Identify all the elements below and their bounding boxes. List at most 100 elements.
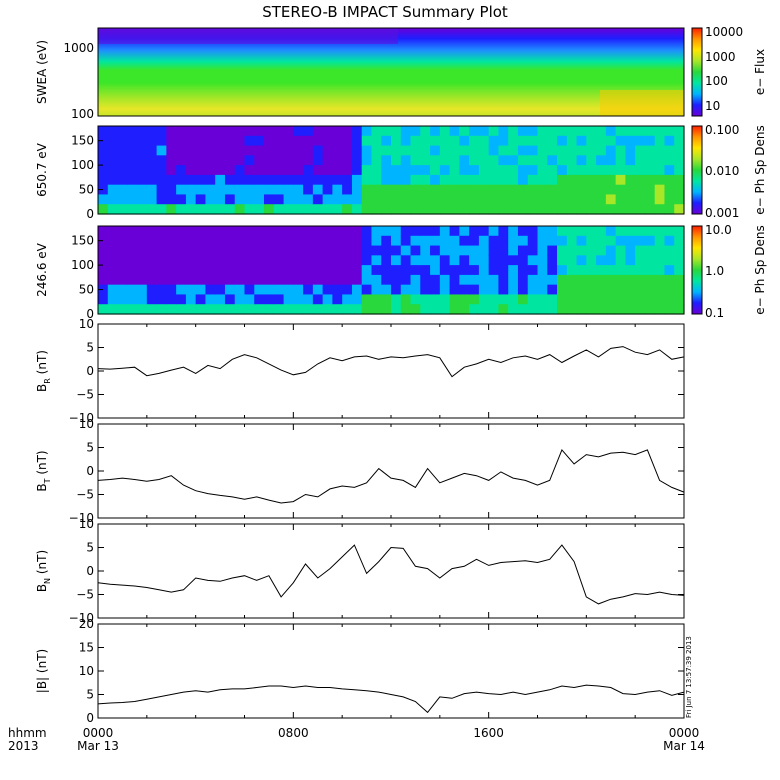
heatmap-cell — [478, 294, 490, 305]
heatmap-cell — [303, 294, 314, 305]
heatmap-cell — [146, 145, 158, 156]
heatmap-cell — [156, 135, 167, 147]
heatmap-cell — [625, 226, 636, 237]
heatmap-cell — [576, 174, 587, 186]
heatmap-cell — [644, 174, 656, 186]
heatmap-cell — [596, 304, 607, 315]
heatmap-cell — [381, 204, 392, 215]
heatmap-cell — [557, 135, 568, 147]
heatmap-cell — [557, 145, 568, 156]
heatmap-cell — [98, 135, 109, 147]
heatmap-cell — [332, 126, 343, 137]
br-panel-ytick: 5 — [86, 341, 94, 355]
heatmap-cell — [244, 126, 255, 137]
bn-panel-ytick: −10 — [69, 611, 94, 625]
heatmap-cell — [449, 245, 460, 256]
heatmap-cell — [478, 265, 490, 276]
heatmap-cell — [137, 174, 148, 186]
heatmap-cell — [224, 126, 236, 137]
heatmap-cell — [303, 304, 314, 315]
heatmap-cell — [439, 235, 451, 247]
heatmap-cell — [430, 204, 441, 215]
heatmap-cell — [615, 165, 626, 176]
heatmap-cell — [488, 294, 500, 305]
heatmap-cell — [420, 304, 431, 315]
heatmap-cell — [361, 165, 373, 176]
heatmap-cell — [107, 235, 119, 247]
heatmap-cell — [293, 155, 304, 166]
heatmap-cell — [527, 126, 539, 137]
heatmap-cell — [664, 204, 675, 215]
heatmap-cell — [459, 304, 470, 315]
heatmap-cell — [254, 194, 265, 205]
heatmap-cell — [596, 174, 607, 186]
heatmap-cell — [566, 135, 578, 147]
heatmap-cell — [664, 304, 675, 315]
heatmap-cell — [381, 184, 392, 196]
heatmap-cell — [185, 226, 197, 237]
heatmap-cell — [391, 304, 402, 315]
heatmap-cell — [674, 284, 685, 296]
swea-cbar-label: e− Flux — [753, 49, 767, 95]
heatmap-cell — [273, 165, 285, 176]
heatmap-cell — [537, 284, 548, 296]
heatmap-cell — [674, 155, 685, 166]
br-panel-ytick: 10 — [79, 317, 94, 331]
heatmap-cell — [605, 304, 617, 315]
heatmap-cell — [98, 155, 109, 166]
heatmap-cell — [381, 145, 392, 156]
heatmap-cell — [674, 245, 685, 256]
heatmap-cell — [293, 274, 304, 286]
heatmap-cell — [517, 274, 529, 286]
heatmap-cell — [98, 235, 109, 247]
heatmap-cell — [195, 184, 207, 196]
heatmap-cell — [176, 255, 187, 266]
heatmap-cell — [117, 155, 128, 166]
swea-cbar-tick-10000: 10000 — [705, 25, 743, 39]
heatmap-cell — [312, 304, 324, 315]
heatmap-cell — [391, 265, 402, 276]
heatmap-cell — [400, 165, 412, 176]
heatmap-cell — [176, 145, 187, 156]
heatmap-cell — [244, 284, 255, 296]
heatmap-cell — [547, 204, 558, 215]
heatmap-cell — [596, 184, 607, 196]
heatmap-cell — [156, 274, 167, 286]
heatmap-cell — [332, 265, 343, 276]
heatmap-cell — [107, 304, 119, 315]
heatmap-cell — [469, 165, 480, 176]
heatmap-cell — [664, 255, 675, 266]
heatmap-cell — [439, 255, 451, 266]
heatmap-cell — [264, 184, 275, 196]
heatmap-cell — [205, 155, 216, 166]
heatmap-cell — [244, 255, 255, 266]
pad-650-ylabel: 650.7 eV — [35, 142, 49, 197]
heatmap-cell — [449, 165, 460, 176]
heatmap-cell — [332, 245, 343, 256]
heatmap-cell — [117, 226, 128, 237]
heatmap-cell — [224, 135, 236, 147]
heatmap-cell — [527, 165, 539, 176]
swea-ytick-100: 100 — [71, 107, 94, 121]
swea-cbar-tick-1000: 1000 — [705, 50, 736, 64]
heatmap-cell — [664, 274, 675, 286]
heatmap-cell — [332, 274, 343, 286]
heatmap-cell — [205, 204, 216, 215]
pad-650-heatmap — [98, 126, 685, 215]
heatmap-cell — [459, 255, 470, 266]
heatmap-cell — [371, 226, 382, 237]
heatmap-cell — [322, 255, 333, 266]
heatmap-cell — [674, 255, 685, 266]
heatmap-cell — [146, 235, 158, 247]
heatmap-cell — [517, 294, 529, 305]
heatmap-cell — [303, 135, 314, 147]
bn-panel-ytick: 0 — [86, 564, 94, 578]
heatmap-cell — [410, 126, 421, 137]
heatmap-cell — [283, 184, 294, 196]
bn-panel-ylabel: BN (nT) — [35, 550, 52, 592]
heatmap-cell — [303, 245, 314, 256]
heatmap-cell — [517, 226, 529, 237]
heatmap-cell — [195, 145, 207, 156]
heatmap-cell — [498, 304, 509, 315]
heatmap-cell — [342, 274, 353, 286]
